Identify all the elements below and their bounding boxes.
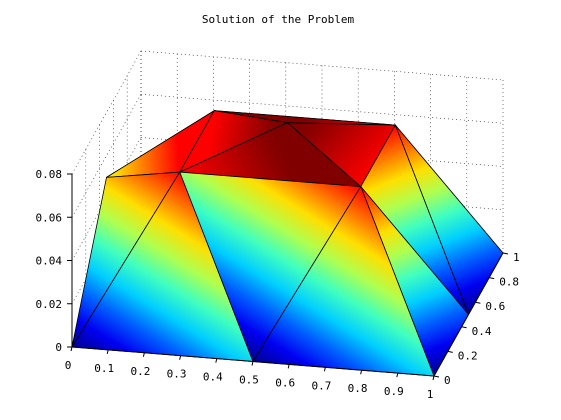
y-tick-label: 0.8: [499, 276, 519, 289]
y-tick-label: 1: [513, 251, 520, 264]
axes-lines: [67, 173, 509, 381]
x-tick-mark: [142, 352, 145, 357]
surface-mesh: [71, 110, 504, 377]
x-tick-mark: [251, 361, 254, 366]
x-tick-mark: [323, 367, 326, 372]
surface-facet: [360, 186, 469, 376]
y-tick-mark: [433, 375, 440, 378]
grid-line: [140, 50, 504, 81]
y-tick-mark: [502, 252, 509, 255]
x-tick-label: 0.4: [203, 371, 223, 384]
z-tick-label: 0.02: [36, 298, 63, 311]
y-tick-label: 0.6: [485, 300, 505, 313]
x-tick-label: 0.6: [275, 376, 295, 389]
y-axis-line: [433, 252, 504, 377]
y-tick-mark: [489, 277, 495, 280]
surface-facet: [179, 122, 361, 187]
x-tick-mark: [360, 370, 363, 375]
surface-facet: [395, 125, 503, 315]
x-tick-mark: [432, 375, 435, 381]
surface-facet: [253, 186, 434, 376]
z-tick-label: 0.08: [36, 168, 63, 181]
x-tick-label: 0.7: [311, 379, 331, 392]
surface-facet: [72, 172, 253, 362]
surface-facet: [179, 172, 361, 362]
y-tick-label: 0.4: [472, 325, 492, 338]
x-tick-label: 1: [427, 388, 434, 401]
z-tick-label: 0: [55, 341, 62, 354]
tick-labels: 0 0.1 0.2 0.3 0.4 0.5 0.6 0.7 0.8 0.9 100.20.40.60…: [36, 168, 520, 401]
surface-facet: [360, 125, 469, 315]
y-tick-label: 0: [444, 374, 451, 387]
y-tick-mark: [461, 326, 467, 329]
x-tick-mark: [106, 349, 109, 355]
x-tick-label: 0.3: [167, 368, 187, 381]
z-tick-label: 0.04: [36, 255, 63, 268]
x-tick-label: 0.9: [384, 385, 404, 398]
x-tick-label: 0: [65, 359, 72, 372]
x-tick-label: 0.5: [239, 374, 259, 387]
grid-line: [140, 93, 504, 124]
y-tick-label: 0.2: [458, 349, 478, 362]
chart-title: Solution of the Problem: [202, 13, 355, 26]
z-tick-label: 0.06: [36, 211, 63, 224]
x-tick-label: 0.1: [94, 362, 114, 375]
surface-facet: [287, 122, 396, 187]
x-tick-mark: [287, 364, 290, 369]
y-tick-mark: [475, 301, 481, 304]
x-tick-mark: [215, 358, 218, 363]
y-tick-mark: [447, 350, 453, 353]
surface-facet: [179, 110, 288, 173]
x-tick-mark: [179, 355, 182, 360]
x-tick-mark: [70, 346, 73, 352]
x-tick-label: 0.2: [130, 365, 150, 378]
x-tick-label: 0.8: [348, 382, 368, 395]
x-tick-mark: [396, 372, 399, 378]
